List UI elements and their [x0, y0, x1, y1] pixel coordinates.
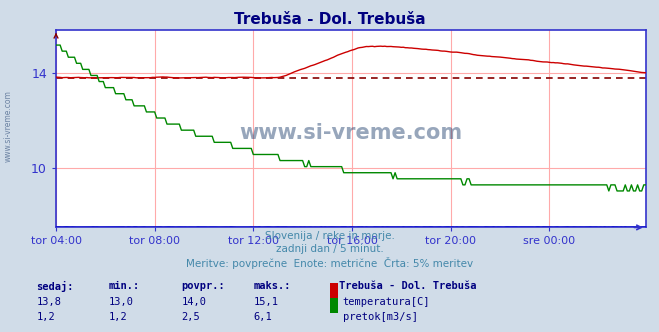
Text: 13,8: 13,8 — [36, 297, 61, 307]
Text: 2,5: 2,5 — [181, 312, 200, 322]
Text: 15,1: 15,1 — [254, 297, 279, 307]
Text: Slovenija / reke in morje.: Slovenija / reke in morje. — [264, 231, 395, 241]
Text: temperatura[C]: temperatura[C] — [343, 297, 430, 307]
Text: pretok[m3/s]: pretok[m3/s] — [343, 312, 418, 322]
Text: Meritve: povprečne  Enote: metrične  Črta: 5% meritev: Meritve: povprečne Enote: metrične Črta:… — [186, 257, 473, 269]
Text: Trebuša - Dol. Trebuša: Trebuša - Dol. Trebuša — [339, 281, 477, 290]
Text: maks.:: maks.: — [254, 281, 291, 290]
Text: www.si-vreme.com: www.si-vreme.com — [3, 90, 13, 162]
Text: zadnji dan / 5 minut.: zadnji dan / 5 minut. — [275, 244, 384, 254]
Text: 13,0: 13,0 — [109, 297, 134, 307]
Text: min.:: min.: — [109, 281, 140, 290]
Text: 14,0: 14,0 — [181, 297, 206, 307]
Text: www.si-vreme.com: www.si-vreme.com — [239, 123, 463, 143]
Text: 6,1: 6,1 — [254, 312, 272, 322]
Text: povpr.:: povpr.: — [181, 281, 225, 290]
Text: 1,2: 1,2 — [109, 312, 127, 322]
Text: 1,2: 1,2 — [36, 312, 55, 322]
Text: sedaj:: sedaj: — [36, 281, 74, 291]
Text: Trebuša - Dol. Trebuša: Trebuša - Dol. Trebuša — [234, 12, 425, 27]
